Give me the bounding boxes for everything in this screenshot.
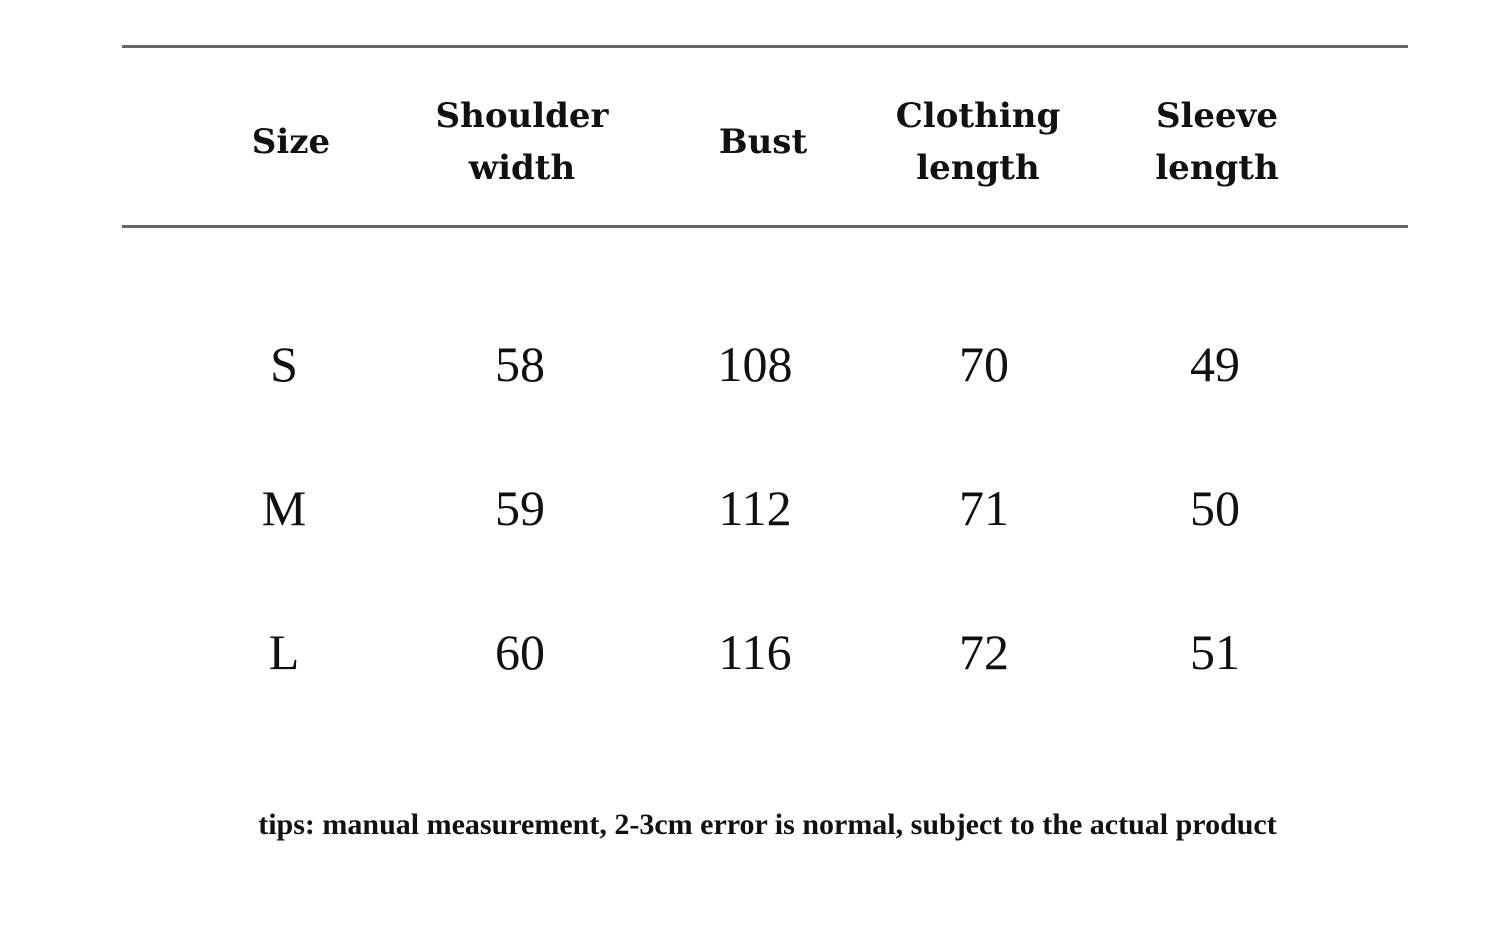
table-cell: 58	[495, 336, 545, 392]
table-cell: M	[261, 480, 307, 536]
table-cell: 112	[718, 480, 792, 536]
header-rule	[122, 225, 1408, 228]
table-cell: 116	[718, 624, 792, 680]
table-cell: 72	[959, 624, 1009, 680]
footnote: tips: manual measurement, 2-3cm error is…	[258, 808, 1277, 841]
header-cell: Sleeve length	[1155, 96, 1279, 188]
table-cell: 108	[717, 336, 793, 392]
header-cell: Bust	[718, 122, 808, 162]
table-cell: 50	[1190, 480, 1240, 536]
table-cell: 49	[1190, 336, 1240, 392]
header-cell: Clothing length	[895, 96, 1061, 188]
header-cell: Shoulder width	[435, 96, 609, 188]
table-cell: 71	[959, 480, 1009, 536]
table-cell: 51	[1190, 624, 1240, 680]
table-cell: L	[268, 624, 300, 680]
table-cell: 59	[495, 480, 545, 536]
table-cell: 60	[495, 624, 545, 680]
top-rule	[122, 45, 1408, 48]
table-cell: S	[270, 336, 298, 392]
table-cell: 70	[959, 336, 1009, 392]
header-cell: Size	[251, 122, 331, 162]
